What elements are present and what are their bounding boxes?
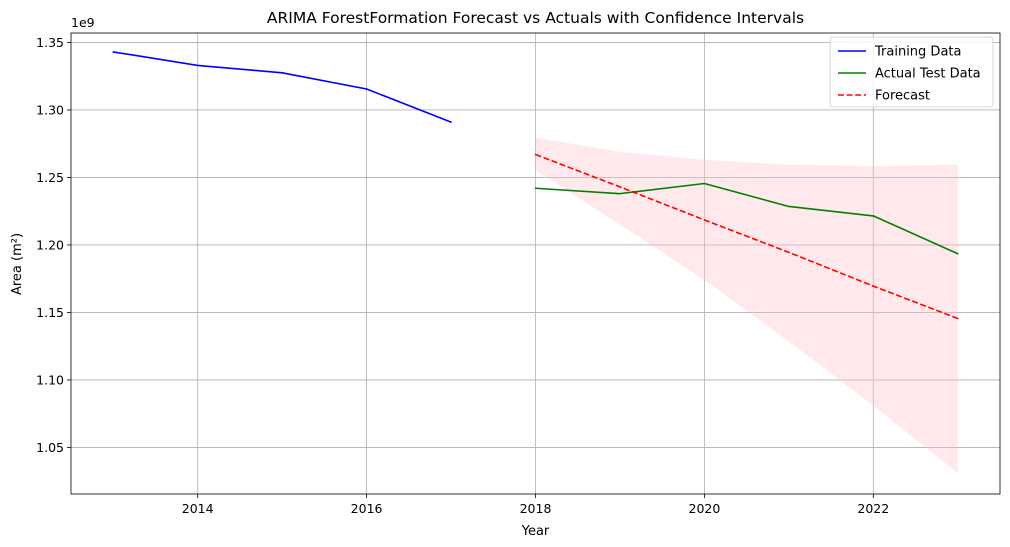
y-tick-label: 1.30	[36, 102, 64, 117]
y-axis-offset-label: 1e9	[71, 15, 95, 30]
x-tick-label: 2016	[351, 501, 383, 516]
x-tick-label: 2014	[182, 501, 214, 516]
confidence-interval-band	[535, 137, 958, 474]
actual-test-data-point	[956, 252, 959, 255]
training-data-point	[196, 64, 199, 67]
forecast-point	[956, 317, 959, 320]
plot-area: 2014 2016 2018 2020 2022 1.05 1.10 1.15 1.20 1.25…	[36, 32, 1001, 516]
forecast-series-line	[535, 153, 959, 320]
y-tick-label: 1.25	[36, 170, 64, 185]
actual-test-data-point	[872, 215, 875, 217]
actual-test-data-point	[534, 187, 537, 190]
x-axis-label: Year	[521, 524, 550, 539]
y-axis-label: Area (m²)	[10, 233, 25, 295]
y-tick-label: 1.15	[36, 305, 64, 320]
forecast-point	[534, 153, 537, 156]
actual-test-data-point	[619, 192, 621, 195]
training-data-point	[281, 72, 283, 74]
legend-box	[829, 36, 994, 108]
legend-label-training-data: Training Data	[874, 45, 961, 60]
x-tick-label: 2020	[689, 501, 721, 516]
legend-label-forecast: Forecast	[875, 89, 930, 104]
x-tick-label: 2022	[857, 501, 889, 516]
actual-test-data-point	[703, 182, 706, 185]
y-tick-label: 1.10	[36, 372, 64, 387]
legend: Training Data Actual Test Data Forecast	[829, 36, 994, 108]
legend-label-actual-test-data: Actual Test Data	[875, 67, 981, 82]
y-tick-label: 1.05	[36, 440, 64, 455]
actual-test-data-point	[788, 205, 790, 208]
training-data-point	[450, 121, 452, 123]
y-tick-label: 1.35	[36, 35, 64, 50]
training-data-point	[365, 88, 368, 90]
forecast-point	[788, 251, 790, 254]
x-tick-label: 2018	[520, 501, 552, 516]
chart-title: ARIMA ForestFormation Forecast vs Actual…	[267, 9, 804, 27]
forecast-point	[703, 219, 706, 221]
actual-test-data-series-line	[535, 182, 959, 255]
forecast-point	[872, 285, 875, 287]
forecast-point	[619, 186, 621, 188]
y-tick-label: 1.20	[36, 237, 64, 252]
training-data-point	[112, 51, 115, 53]
